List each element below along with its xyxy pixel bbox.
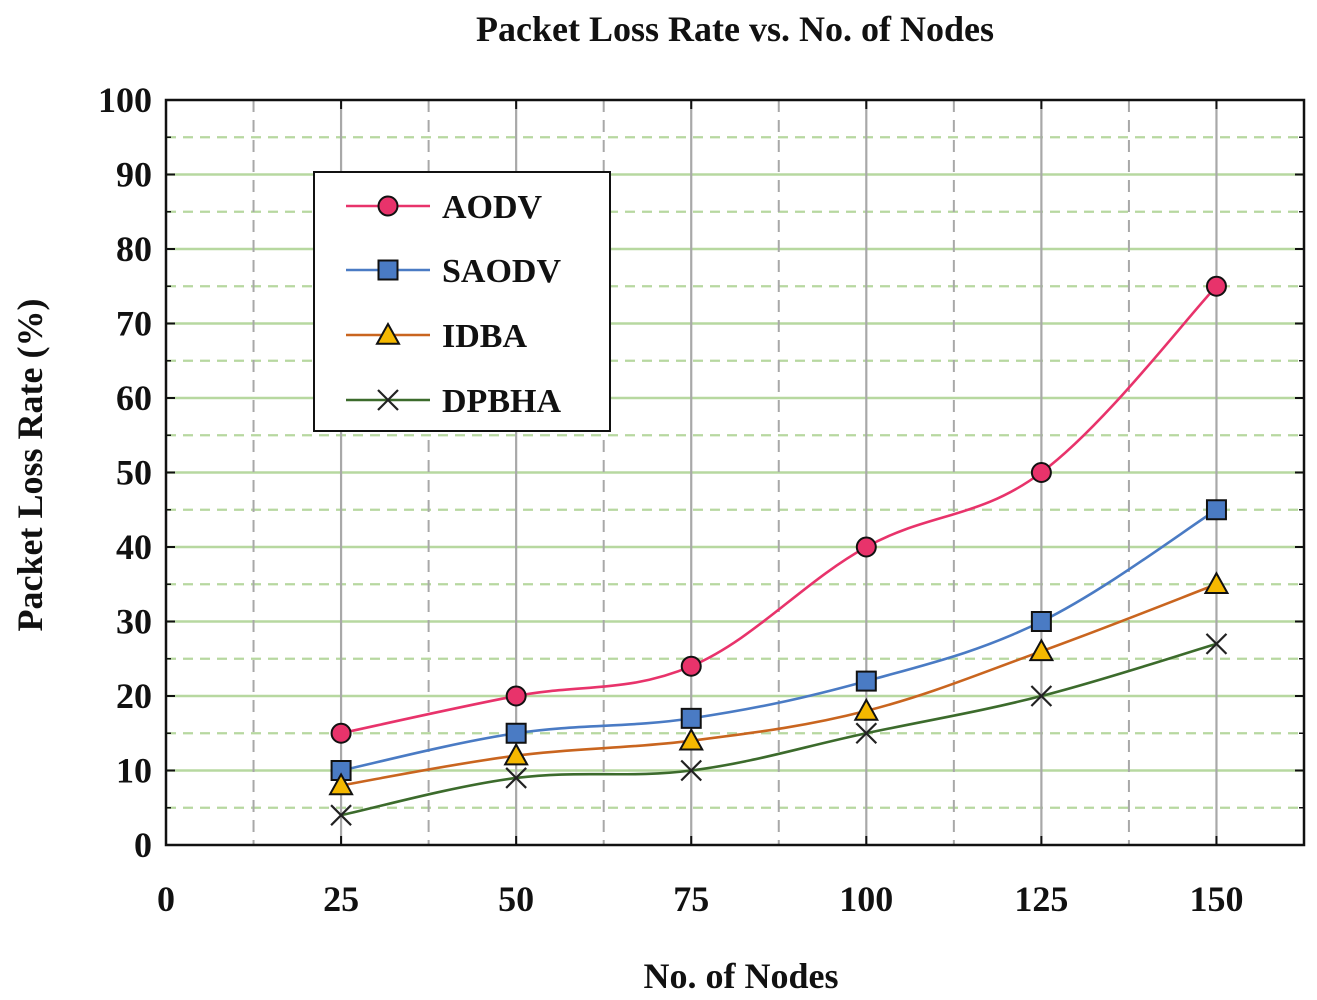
legend-label: AODV (442, 189, 543, 226)
data-point-aodv (505, 685, 527, 707)
data-point-saodv (1205, 499, 1227, 521)
series-aodv (330, 275, 1227, 744)
series-line-idba (340, 583, 1217, 787)
data-point-idba (1028, 638, 1055, 662)
legend-item-saodv: SAODV (346, 253, 561, 290)
legend-marker-dpbha (377, 389, 399, 411)
legend-marker-idba (375, 321, 401, 345)
y-tick-label: 100 (98, 80, 152, 120)
legend-item-dpbha: DPBHA (346, 383, 561, 420)
x-tick-label: 50 (498, 879, 534, 919)
data-point-dpbha (1205, 633, 1228, 655)
x-tick-label: 100 (839, 879, 893, 919)
data-point-saodv (680, 707, 702, 729)
data-point-idba (328, 772, 354, 796)
series-dpbha (330, 633, 1228, 826)
data-point-dpbha (505, 767, 527, 789)
data-point-dpbha (1030, 685, 1053, 707)
x-tick-label: 150 (1189, 879, 1243, 919)
data-point-idba (1203, 571, 1230, 595)
series-line-dpbha (340, 642, 1217, 817)
legend-marker-aodv (377, 195, 399, 217)
x-tick-label: 125 (1014, 879, 1068, 919)
y-tick-label: 80 (116, 229, 152, 269)
data-point-dpbha (680, 759, 703, 782)
series-layer (328, 275, 1230, 826)
data-point-saodv (1030, 611, 1052, 632)
x-tick-label: 0 (157, 879, 175, 919)
y-tick-label: 30 (116, 602, 152, 642)
legend-item-idba: IDBA (346, 318, 527, 355)
data-point-aodv (330, 722, 352, 744)
y-tick-label: 0 (134, 825, 152, 865)
x-tick-label: 75 (673, 879, 709, 919)
legend: AODV SAODV IDBA DPBHA (313, 171, 611, 432)
series-line-aodv (340, 285, 1218, 735)
y-tick-label: 40 (116, 527, 152, 567)
legend-marker-saodv (377, 259, 399, 281)
legend-box (313, 171, 611, 432)
data-point-aodv (1030, 462, 1052, 483)
series-line-saodv (340, 508, 1218, 772)
x-axis-title: No. of Nodes (644, 956, 839, 996)
series-idba (328, 571, 1230, 796)
y-axis-title: Packet Loss Rate (%) (10, 299, 50, 632)
y-tick-label: 90 (116, 155, 152, 195)
data-point-dpbha (330, 804, 352, 826)
data-point-idba (678, 727, 704, 751)
data-point-aodv (1205, 275, 1227, 297)
y-tick-label: 60 (116, 378, 152, 418)
x-tick-label: 25 (323, 879, 359, 919)
data-point-aodv (855, 536, 877, 558)
axis-layer: 0 10 20 30 40 50 60 70 80 90 100 0 25 50 75 100 125 150 (98, 80, 1304, 919)
legend-label: IDBA (442, 318, 527, 355)
legend-label: DPBHA (442, 383, 561, 420)
data-point-dpbha (855, 722, 878, 745)
chart-title: Packet Loss Rate vs. No. of Nodes (476, 9, 994, 49)
data-point-idba (853, 697, 880, 721)
data-point-saodv (505, 722, 527, 744)
legend-label: SAODV (442, 253, 561, 290)
legend-item-aodv: AODV (346, 189, 543, 226)
series-saodv (330, 499, 1227, 781)
data-point-idba (503, 742, 529, 766)
y-tick-label: 10 (116, 751, 152, 791)
y-tick-label: 20 (116, 676, 152, 716)
y-tick-label: 70 (116, 304, 152, 344)
data-point-aodv (680, 655, 702, 677)
data-point-saodv (855, 670, 877, 692)
y-tick-label: 50 (116, 453, 152, 493)
